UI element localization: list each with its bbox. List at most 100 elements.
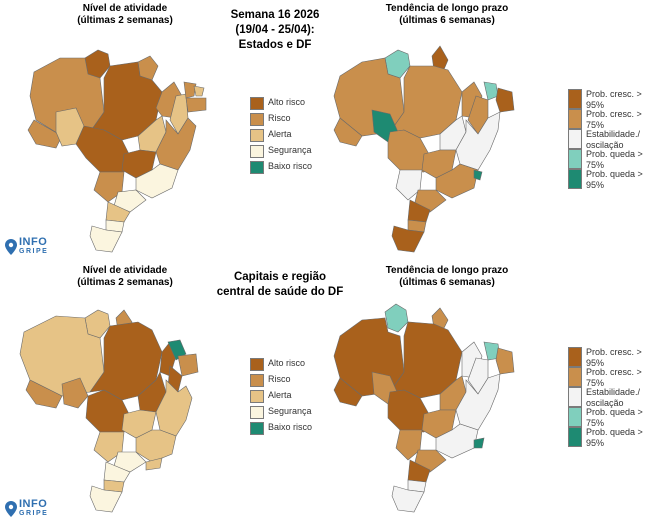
map-pin-icon xyxy=(5,239,17,255)
legend-item: Prob. cresc. > 75% xyxy=(568,109,646,131)
region-sao-paulo xyxy=(113,451,147,473)
legend-label: Baixo risco xyxy=(268,422,313,432)
legend-swatch xyxy=(250,390,264,403)
legend-swatch xyxy=(568,169,582,189)
legend-label: Segurança xyxy=(268,406,312,416)
legend-swatch xyxy=(568,387,582,407)
region-acre xyxy=(25,379,63,409)
legend-item: Alerta xyxy=(250,390,292,403)
region-rio-janeiro xyxy=(473,437,485,449)
legend-label: Estabilidade./ oscilação xyxy=(586,387,641,408)
region-ceara xyxy=(167,339,187,361)
region-minas-gerais xyxy=(435,163,479,199)
legend-swatch xyxy=(568,407,582,427)
legend-label: Alerta xyxy=(268,129,292,139)
legend-item: Baixo risco xyxy=(250,161,312,174)
legend-label: Prob. queda > 95% xyxy=(586,427,643,448)
legend-item: Risco xyxy=(250,113,291,126)
trend-map-bottom-regions xyxy=(333,303,515,513)
region-minas-gerais xyxy=(135,429,177,463)
region-espirito-santo xyxy=(473,169,483,181)
legend-label: Alto risco xyxy=(268,358,306,368)
legend-item: Estabilidade./ oscilação xyxy=(568,129,646,151)
legend-swatch xyxy=(250,374,264,387)
legend-swatch xyxy=(568,367,582,387)
legend-swatch xyxy=(568,109,582,129)
region-mato-grosso xyxy=(387,389,431,433)
legend-item: Prob. queda > 75% xyxy=(568,407,646,429)
legend-label: Risco xyxy=(268,113,291,123)
legend-swatch xyxy=(250,422,264,435)
legend-label: Risco xyxy=(268,374,291,384)
legend-swatch xyxy=(250,161,264,174)
region-pb-pe xyxy=(185,97,207,113)
infogripe-logo-top: INFO GRIPE xyxy=(5,236,48,256)
legend-item: Segurança xyxy=(250,406,312,419)
region-acre xyxy=(333,377,363,407)
activity-map-top-regions xyxy=(27,49,207,253)
legend-swatch xyxy=(568,149,582,169)
legend-item: Prob. queda > 95% xyxy=(568,427,646,449)
legend-swatch xyxy=(568,129,582,149)
legend-swatch xyxy=(568,347,582,367)
legend-item: Alerta xyxy=(250,129,292,142)
legend-label: Estabilidade./ oscilação xyxy=(586,129,641,150)
legend-item: Alto risco xyxy=(250,358,305,371)
legend-label: Baixo risco xyxy=(268,161,313,171)
trend-legend-top: Prob. cresc. > 95% Prob. cresc. > 75% Es… xyxy=(568,89,648,191)
region-rio-grande-sul xyxy=(89,225,123,253)
legend-label: Alto risco xyxy=(268,97,306,107)
region-acre xyxy=(333,117,363,147)
activity-map-title-top: Nível de atividade (últimas 2 semanas) xyxy=(77,3,173,26)
region-minas-gerais xyxy=(435,423,479,459)
legend-item: Prob. queda > 75% xyxy=(568,149,646,171)
legend-swatch xyxy=(250,358,264,371)
region-bahia xyxy=(455,111,501,171)
region-bahia xyxy=(155,117,197,171)
legend-item: Risco xyxy=(250,374,291,387)
region-rn-pe xyxy=(177,353,199,377)
legend-item: Prob. cresc. > 75% xyxy=(568,367,646,389)
legend-label: Prob. cresc. > 95% xyxy=(586,347,642,368)
trend-map-title-bottom: Tendência de longo prazo (últimas 6 sema… xyxy=(385,265,509,288)
region-mato-grosso-sul xyxy=(93,171,125,203)
region-rio-janeiro xyxy=(145,457,163,471)
legend-item: Prob. cresc. > 95% xyxy=(568,89,646,111)
region-rondonia xyxy=(61,377,89,409)
logo-line1: INFO xyxy=(19,236,48,248)
legend-item: Estabilidade./ oscilação xyxy=(568,387,646,409)
legend-swatch xyxy=(568,427,582,447)
region-bahia xyxy=(455,373,501,431)
activity-map-bottom-regions xyxy=(19,309,199,513)
region-mato-grosso-sul xyxy=(395,429,423,461)
legend-item: Prob. queda > 95% xyxy=(568,169,646,191)
legend-label: Prob. queda > 75% xyxy=(586,149,643,170)
trend-map-top-regions xyxy=(333,45,515,253)
legend-label: Prob. cresc. > 75% xyxy=(586,109,642,130)
legend-label: Prob. cresc. > 95% xyxy=(586,89,642,110)
legend-label: Prob. queda > 95% xyxy=(586,169,643,190)
region-rn-pb xyxy=(495,87,515,113)
region-rn-pe xyxy=(495,347,515,375)
logo-line1: INFO xyxy=(19,498,48,510)
legend-swatch xyxy=(250,113,264,126)
week-header: Semana 16 2026 (19/04 - 25/04): Estados … xyxy=(230,9,320,51)
legend-item: Segurança xyxy=(250,145,312,158)
legend-label: Segurança xyxy=(268,145,312,155)
legend-swatch xyxy=(250,406,264,419)
logo-line2: GRIPE xyxy=(19,510,49,517)
legend-item: Prob. cresc. > 95% xyxy=(568,347,646,369)
capitals-header: Capitais e região central de saúde do DF xyxy=(216,271,344,298)
legend-label: Prob. queda > 75% xyxy=(586,407,643,428)
region-rio-grande-sul xyxy=(391,485,425,513)
legend-item: Alto risco xyxy=(250,97,305,110)
region-ceara xyxy=(183,81,197,99)
region-bahia xyxy=(155,379,193,437)
region-mato-grosso-sul xyxy=(395,169,423,201)
map-pin-icon xyxy=(5,501,17,517)
legend-swatch xyxy=(250,145,264,158)
region-mato-grosso-sul xyxy=(93,431,125,463)
